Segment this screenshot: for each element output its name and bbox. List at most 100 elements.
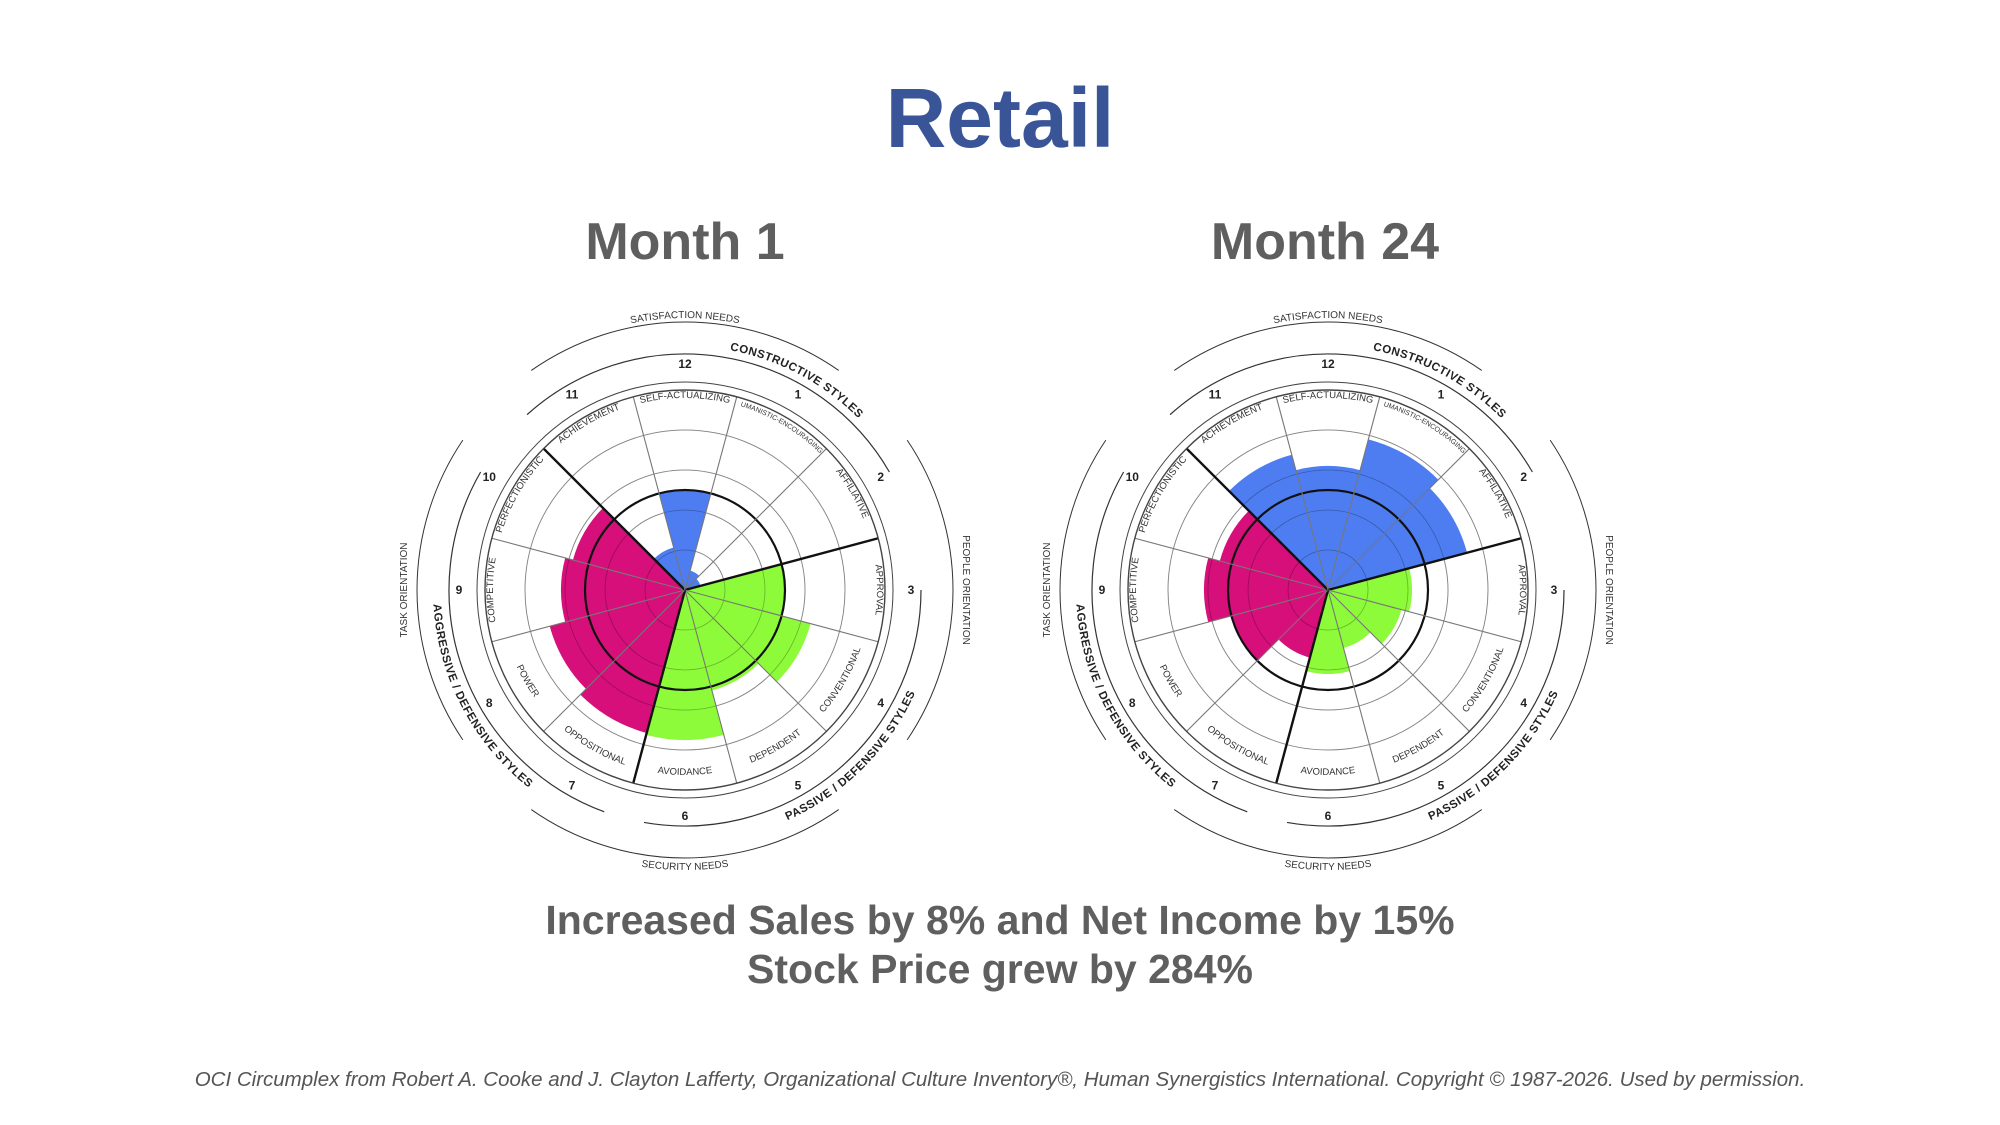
wedge-style-11 (1229, 454, 1328, 590)
wedge-style-12 (659, 490, 711, 590)
wedge-style-7 (1278, 590, 1328, 658)
style-number-7: 7 (1212, 779, 1219, 793)
satisfaction-arc (1173, 321, 1483, 371)
median-ring (1226, 488, 1430, 692)
sector-divider (1327, 589, 1522, 643)
style-label-11: ACHIEVEMENT (556, 402, 622, 446)
wedge-style-10 (572, 507, 685, 590)
wedge-style-3 (1328, 568, 1413, 612)
people-orientation-label: PEOPLE ORIENTATION (1603, 535, 1614, 645)
security-needs-label: SECURITY NEEDS (641, 859, 730, 873)
task-orientation-label: TASK ORIENTATION (1042, 542, 1053, 637)
security-needs-label: SECURITY NEEDS (1284, 859, 1373, 873)
style-number-1: 1 (795, 387, 802, 401)
sector-divider (632, 396, 686, 591)
style-number-1: 1 (1438, 387, 1445, 401)
task-orientation-label: TASK ORIENTATION (399, 542, 410, 637)
label-ring (1119, 381, 1537, 799)
sector-divider (1186, 589, 1329, 732)
sector-divider (1134, 589, 1329, 643)
cluster-divider (1327, 537, 1522, 592)
style-number-12: 12 (678, 357, 692, 371)
grid-ring (524, 429, 846, 751)
style-label-1: HUMANISTIC-ENCOURAGING (385, 290, 824, 455)
style-label-3: APPROVAL (872, 564, 885, 616)
grid-ring-overlay (1167, 429, 1489, 751)
style-label-3: APPROVAL (1515, 564, 1528, 616)
plot-boundary (1127, 389, 1529, 791)
wedge-style-8 (549, 590, 685, 689)
sector-divider (543, 589, 686, 732)
constructive-arc (526, 353, 890, 473)
cluster-divider (542, 447, 686, 591)
sector-divider (684, 589, 879, 643)
wedge-style-11 (653, 547, 685, 590)
style-label-7: OPPOSITIONAL (1205, 724, 1271, 768)
copyright-footer: OCI Circumplex from Robert A. Cooke and … (194, 1068, 1806, 1091)
passive-arc (1286, 589, 1565, 827)
wedge-style-2 (1328, 488, 1468, 590)
sector-divider (684, 589, 738, 784)
people-orientation-label: PEOPLE ORIENTATION (960, 535, 971, 645)
style-number-8: 8 (486, 696, 493, 710)
style-label-6: AVOIDANCE (657, 765, 713, 778)
style-label-8: POWER (1157, 663, 1184, 699)
style-label-12: SELF-ACTUALIZING (639, 390, 732, 406)
grid-ring-overlay (604, 509, 766, 671)
wedge-style-3 (685, 564, 785, 616)
chart-title-month-24: Month 24 (1210, 213, 1440, 271)
security-arc (1173, 809, 1483, 859)
wedge-style-4 (1328, 590, 1402, 644)
style-label-6: AVOIDANCE (1300, 765, 1356, 778)
result-stock-price: Stock Price grew by 284% (747, 946, 1253, 992)
style-label-8: POWER (514, 663, 541, 699)
grid-ring-overlay (644, 549, 726, 631)
style-label-9: COMPETITIVE (1128, 557, 1142, 624)
satisfaction-arc (530, 321, 840, 371)
sector-divider (684, 396, 738, 591)
sector-divider (1327, 396, 1381, 591)
wedge-style-8 (1231, 590, 1328, 661)
wedge-style-5 (1328, 590, 1371, 648)
grid-ring-overlay (564, 469, 806, 711)
security-arc (530, 809, 840, 859)
style-number-9: 9 (456, 583, 463, 597)
wedge-style-2 (685, 578, 701, 590)
grid-ring-overlay (1287, 549, 1369, 631)
label-ring (476, 381, 894, 799)
satisfaction-needs-label: SATISFACTION NEEDS (1272, 310, 1383, 326)
style-number-11: 11 (1209, 387, 1222, 401)
style-label-4: CONVENTIONAL (1460, 646, 1506, 715)
sector-divider (1275, 396, 1329, 591)
style-number-3: 3 (908, 583, 915, 597)
grid-ring-overlay (524, 429, 846, 751)
cluster-divider (1185, 447, 1329, 591)
aggressive-defensive-label: AGGRESSIVE / DEFENSIVE STYLES (430, 604, 534, 791)
style-number-2: 2 (877, 470, 884, 484)
style-number-11: 11 (566, 387, 579, 401)
passive-arc (643, 589, 922, 827)
page-title: Retail (885, 71, 1115, 165)
wedge-style-1 (1328, 439, 1439, 590)
style-label-4: CONVENTIONAL (817, 646, 863, 715)
task-arc (416, 439, 464, 741)
sector-divider (1327, 448, 1470, 591)
style-label-9: COMPETITIVE (485, 557, 499, 624)
chart-title-month-1: Month 1 (585, 213, 785, 271)
plot-boundary (484, 389, 886, 791)
wedge-style-6 (646, 590, 724, 741)
aggressive-arc (448, 471, 605, 813)
style-number-4: 4 (1520, 696, 1527, 710)
aggressive-defensive-label: AGGRESSIVE / DEFENSIVE STYLES (1073, 604, 1177, 791)
style-number-8: 8 (1129, 696, 1136, 710)
style-number-5: 5 (795, 779, 802, 793)
style-number-9: 9 (1099, 583, 1106, 597)
sector-divider (1327, 589, 1381, 784)
sector-divider (491, 537, 686, 591)
aggressive-arc (1091, 471, 1248, 813)
wedge-style-7 (580, 590, 685, 733)
sector-divider (684, 448, 827, 591)
style-label-1: HUMANISTIC-ENCOURAGING (1028, 290, 1467, 455)
wedge-style-12 (1295, 466, 1361, 590)
